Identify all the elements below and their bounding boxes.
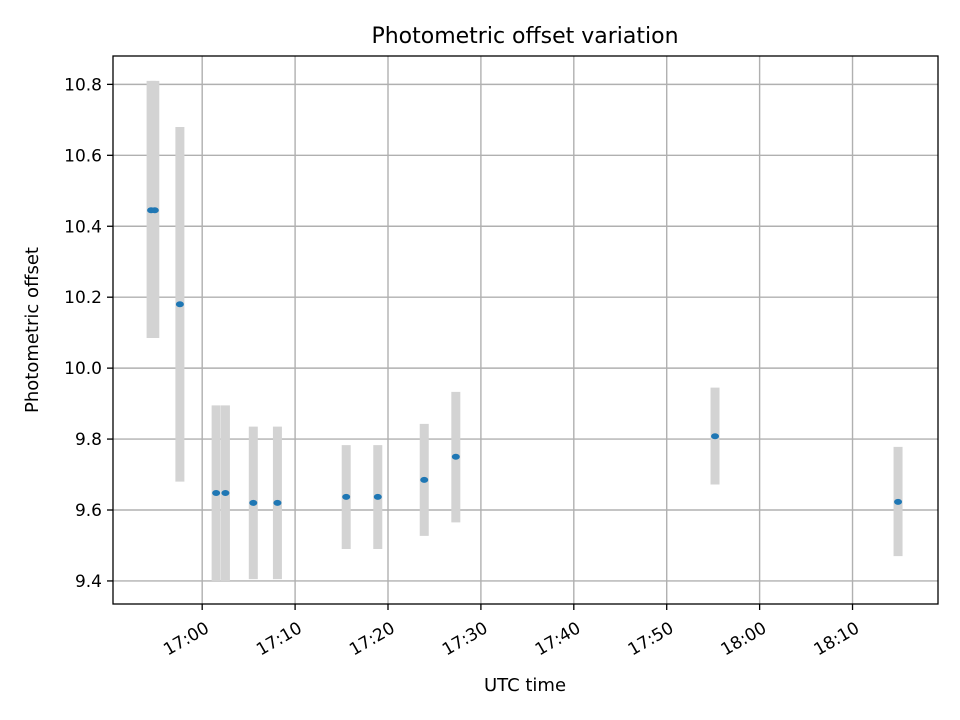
data-point <box>420 476 429 483</box>
y-tick-label: 10.4 <box>64 217 102 237</box>
data-point <box>711 433 720 440</box>
data-point <box>451 453 460 460</box>
data-point <box>212 489 221 496</box>
y-tick-label: 9.8 <box>75 430 102 450</box>
data-point <box>249 499 258 506</box>
y-tick-label: 10.8 <box>64 75 102 95</box>
data-point <box>150 207 159 214</box>
y-tick-label: 10.2 <box>64 288 102 308</box>
chart-title: Photometric offset variation <box>371 24 678 49</box>
y-tick-label: 9.4 <box>75 572 102 592</box>
data-point <box>221 489 230 496</box>
y-tick-label: 10.6 <box>64 146 102 166</box>
data-point <box>342 493 351 500</box>
x-axis-label: UTC time <box>484 675 566 696</box>
data-point <box>175 301 184 308</box>
data-point <box>894 498 903 505</box>
y-tick-label: 10.0 <box>64 359 102 379</box>
data-point <box>373 493 382 500</box>
y-tick-label: 9.6 <box>75 501 102 521</box>
y-axis-label: Photometric offset <box>22 247 43 413</box>
point-layer <box>147 207 903 506</box>
data-point <box>273 499 282 506</box>
plot-frame <box>112 55 939 605</box>
